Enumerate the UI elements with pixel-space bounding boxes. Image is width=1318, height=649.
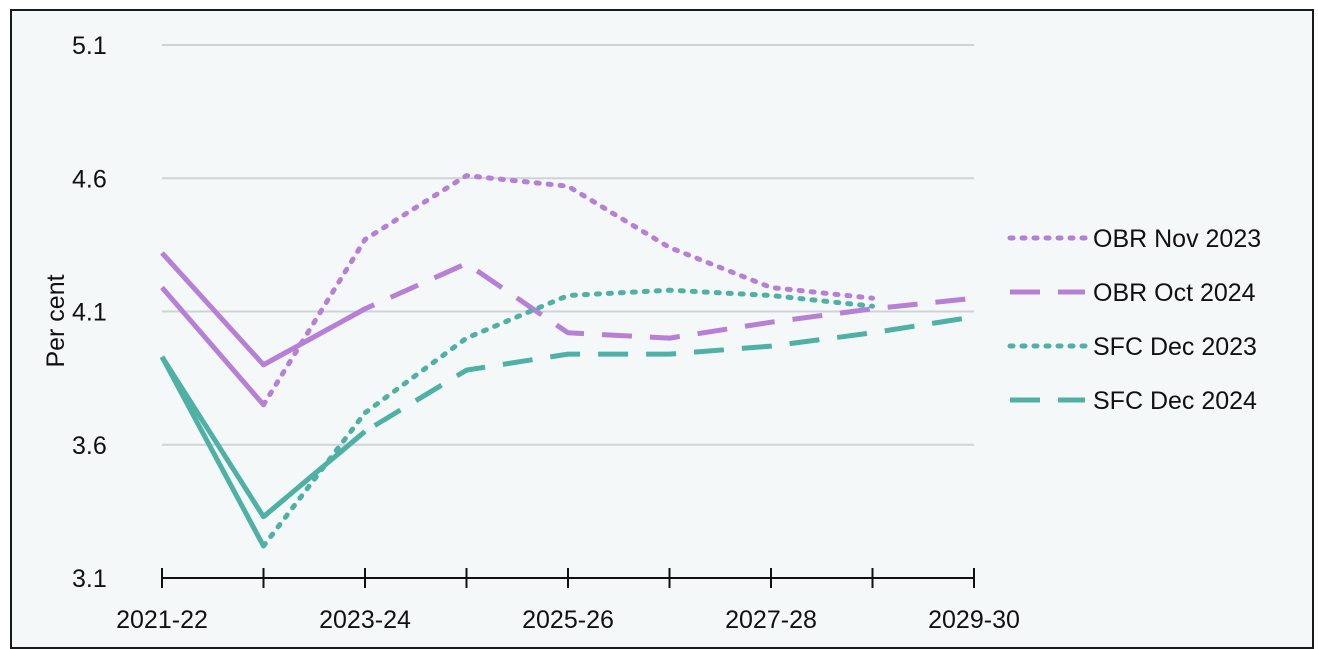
chart-frame: 3.1 3.6 4.1 4.6 5.1 2021-22 2023-24 2025-26 2027…: [10, 9, 1314, 649]
y-tick-label: 4.1: [72, 299, 107, 327]
x-tick-label: 2029-30: [928, 606, 1020, 634]
y-axis-label: Per cent: [42, 274, 70, 367]
axes: [161, 568, 975, 588]
series-line: [261, 287, 875, 549]
legend-label: OBR Oct 2024: [1093, 279, 1256, 307]
tick-labels: 3.1 3.6 4.1 4.6 5.1 2021-22 2023-24 2025-26 2027…: [72, 32, 1020, 634]
outturn-line: [160, 251, 367, 368]
series-line: [262, 261, 975, 367]
gridlines: [162, 44, 974, 446]
y-tick-label: 3.6: [72, 432, 107, 460]
outturn-line: [159, 355, 367, 520]
legend: OBR Nov 2023 OBR Oct 2024 SFC Dec 2023 SFC …: [1007, 225, 1261, 415]
legend-label: OBR Nov 2023: [1093, 225, 1261, 253]
x-tick-label: 2021-22: [116, 606, 208, 634]
legend-label: SFC Dec 2023: [1093, 333, 1257, 361]
x-tick-label: 2025-26: [522, 606, 614, 634]
x-tick-label: 2023-24: [319, 606, 411, 634]
y-tick-label: 5.1: [72, 32, 107, 60]
line-chart: 3.1 3.6 4.1 4.6 5.1 2021-22 2023-24 2025-26 2027…: [42, 32, 1261, 634]
y-tick-label: 3.1: [72, 565, 107, 593]
legend-label: SFC Dec 2024: [1093, 387, 1257, 415]
outturn-line: [160, 285, 266, 407]
series-line: [261, 173, 875, 408]
series-line: [261, 314, 975, 519]
series-lines: [159, 173, 975, 549]
x-tick-label: 2027-28: [725, 606, 817, 634]
y-tick-label: 4.6: [72, 165, 107, 193]
outturn-line: [159, 355, 266, 548]
